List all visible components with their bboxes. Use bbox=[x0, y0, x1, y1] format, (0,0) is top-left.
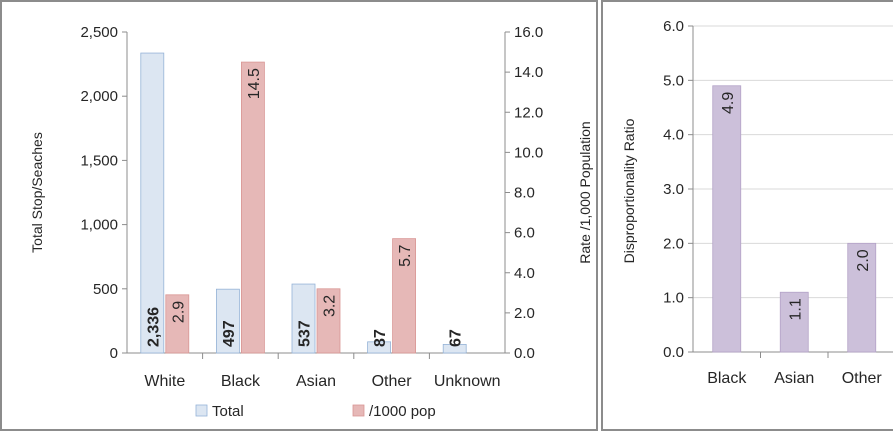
ratio-bar bbox=[712, 85, 742, 353]
y-tick-label: 0.0 bbox=[663, 344, 684, 361]
total-bar bbox=[140, 52, 165, 354]
total-bar bbox=[367, 341, 392, 354]
x-tick-label: Asian bbox=[774, 370, 814, 387]
right-y-tick-label: 6.0 bbox=[514, 225, 535, 242]
left-y-tick-label: 0 bbox=[110, 345, 118, 362]
legend-rate-swatch bbox=[352, 404, 365, 417]
right-y-tick-label: 14.0 bbox=[514, 64, 543, 81]
rate-data-label: 2.9 bbox=[170, 301, 187, 323]
right-y-tick-label: 12.0 bbox=[514, 104, 543, 121]
legend-total-label: Total bbox=[212, 403, 244, 420]
y-tick-label: 4.0 bbox=[663, 127, 684, 144]
y-tick-label: 5.0 bbox=[663, 72, 684, 89]
ratio-data-label: 2.0 bbox=[855, 249, 872, 271]
x-tick-label: White bbox=[144, 373, 185, 390]
x-tick-label: Black bbox=[221, 373, 261, 390]
total-data-label: 67 bbox=[448, 329, 465, 347]
left-chart-panel: 0 500 1,000 1,500 2,000 2,500 0.0 2.0 4.0 6.0 8.0 1… bbox=[0, 0, 598, 431]
y-tick-label: 6.0 bbox=[663, 18, 684, 35]
right-y-tick-label: 0.0 bbox=[514, 345, 535, 362]
x-tick-label: Asian bbox=[296, 373, 336, 390]
disproportionality-chart: 0.0 1.0 2.0 3.0 4.0 5.0 6.0 Disproportionality … bbox=[621, 18, 893, 387]
right-y-tick-label: 10.0 bbox=[514, 144, 543, 161]
total-data-label: 2,336 bbox=[145, 307, 162, 347]
y-axis-title: Disproportionality Ratio bbox=[621, 118, 637, 263]
ratio-data-label: 1.1 bbox=[787, 298, 804, 320]
ratio-bar bbox=[847, 242, 877, 353]
total-data-label: 497 bbox=[221, 320, 238, 347]
rate-bar bbox=[240, 61, 265, 354]
ratio-bar bbox=[779, 291, 809, 353]
right-y-tick-label: 4.0 bbox=[514, 265, 535, 282]
right-y-tick-label: 8.0 bbox=[514, 185, 535, 202]
legend-rate-label: /1000 pop bbox=[369, 403, 436, 420]
rate-bar bbox=[316, 288, 341, 354]
total-data-label: 87 bbox=[372, 329, 389, 347]
total-bar bbox=[291, 283, 316, 354]
left-y-tick-label: 1,500 bbox=[80, 152, 118, 169]
stops-and-rate-chart: 0 500 1,000 1,500 2,000 2,500 0.0 2.0 4.0 6.0 8.0 1… bbox=[29, 24, 593, 420]
legend-total-swatch bbox=[195, 404, 208, 417]
rate-bar bbox=[392, 238, 417, 354]
rate-data-label: 5.7 bbox=[397, 245, 414, 267]
rate-data-label: 3.2 bbox=[322, 295, 339, 317]
x-tick-label: Other bbox=[372, 373, 413, 390]
left-y-tick-label: 1,000 bbox=[80, 217, 118, 234]
y-tick-label: 2.0 bbox=[663, 235, 684, 252]
y-tick-label: 3.0 bbox=[663, 181, 684, 198]
ratio-data-label: 4.9 bbox=[720, 92, 737, 114]
right-y-tick-label: 16.0 bbox=[514, 24, 543, 41]
left-y-tick-label: 2,500 bbox=[80, 24, 118, 41]
total-bar bbox=[215, 288, 240, 354]
total-data-label: 537 bbox=[297, 320, 314, 347]
left-y-tick-label: 2,000 bbox=[80, 88, 118, 105]
total-bar bbox=[442, 343, 467, 354]
x-tick-label: Unknown bbox=[434, 373, 501, 390]
y-tick-label: 1.0 bbox=[663, 290, 684, 307]
right-y-axis-title: Rate /1,000 Population bbox=[577, 121, 593, 263]
right-y-tick-label: 2.0 bbox=[514, 305, 535, 322]
rate-bar bbox=[165, 294, 190, 354]
rate-data-label: 14.5 bbox=[246, 68, 263, 99]
x-tick-label: Other bbox=[842, 370, 883, 387]
x-tick-label: Black bbox=[707, 370, 747, 387]
right-chart-panel: 0.0 1.0 2.0 3.0 4.0 5.0 6.0 Disproportionality … bbox=[601, 0, 893, 431]
left-y-axis-title: Total Stop/Seaches bbox=[29, 132, 45, 253]
left-y-tick-label: 500 bbox=[93, 281, 118, 298]
